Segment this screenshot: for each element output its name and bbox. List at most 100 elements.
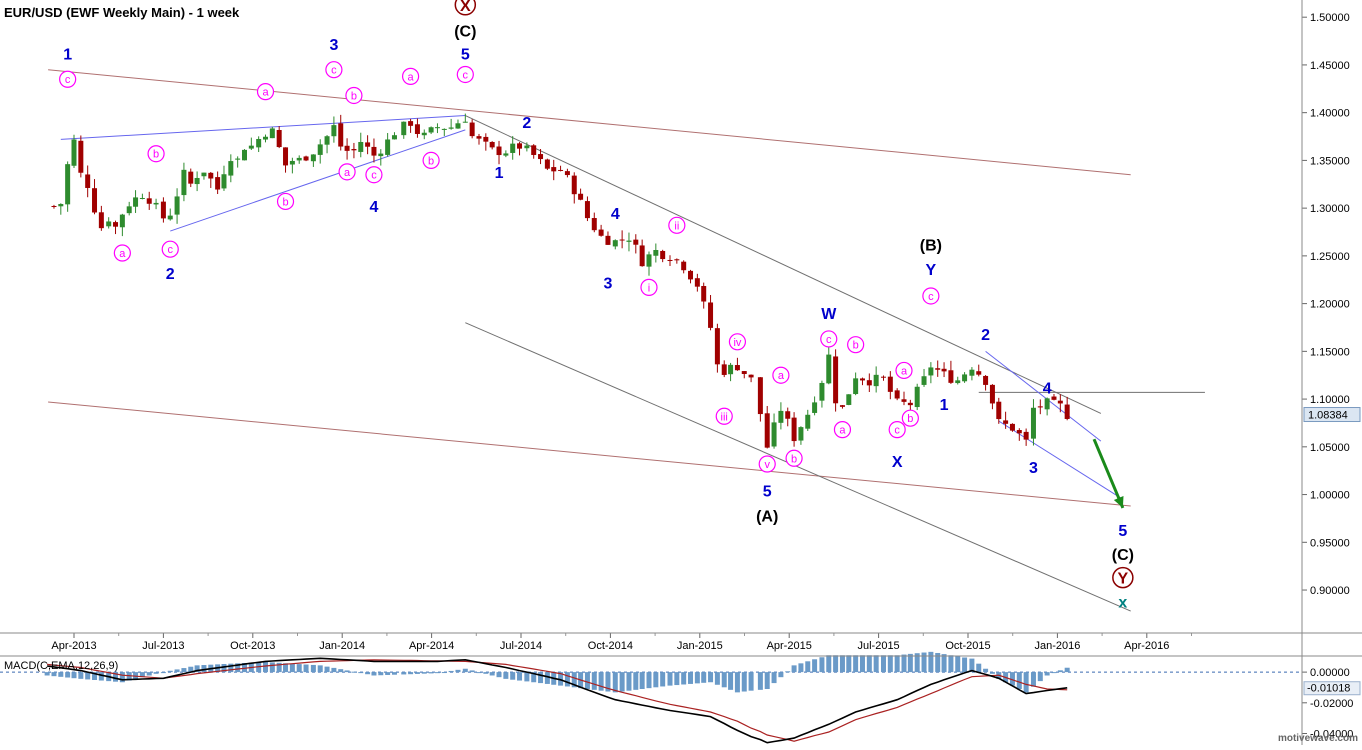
wave-label: a <box>119 248 126 260</box>
price-tick-label: 1.25000 <box>1310 251 1350 263</box>
time-axis[interactable]: Apr-2013 Jul-2013 Oct-2013 Jan-2014 Apr-2014… <box>51 633 1192 652</box>
macd-histogram-bar <box>146 672 152 676</box>
candle-body <box>921 376 927 385</box>
candle-body <box>139 197 145 199</box>
candle-body <box>517 143 523 149</box>
time-tick-label: Jul-2015 <box>857 640 899 652</box>
macd-histogram-bar <box>833 655 839 673</box>
macd-histogram-bar <box>859 655 865 673</box>
candle-body <box>365 142 371 147</box>
candle-body <box>907 402 913 406</box>
macd-histogram-bar <box>873 655 879 673</box>
candle-body <box>188 171 194 184</box>
candle-body <box>351 149 357 151</box>
candle-body <box>428 127 434 133</box>
wave-label-circle <box>847 336 865 354</box>
candle-body <box>894 390 900 399</box>
wave-label: Y <box>926 262 937 279</box>
macd-histogram-bar <box>462 668 468 673</box>
macd-histogram-bar <box>721 672 727 688</box>
macd-histogram-bar <box>633 672 639 690</box>
wave-label: 3 <box>1029 460 1038 477</box>
wave-label-circle <box>401 67 420 85</box>
price-tick-label: 1.15000 <box>1310 346 1350 358</box>
trend-line[interactable] <box>48 401 1131 507</box>
time-tick-label: Jan-2014 <box>319 640 365 652</box>
wave-label: a <box>408 71 415 83</box>
macd-histogram-bar <box>358 672 364 674</box>
candle-body <box>208 172 214 179</box>
wave-label: c <box>65 74 71 86</box>
price-axis[interactable]: 0.90000 0.95000 1.00000 1.05000 1.10000 1.150… <box>1302 12 1361 597</box>
candle-body <box>228 161 234 176</box>
macd-histogram-bar <box>741 672 747 692</box>
candle-body <box>674 259 680 261</box>
trend-line[interactable] <box>465 322 1131 612</box>
wave-label-circle <box>640 278 658 296</box>
macd-histogram-bar <box>639 672 645 689</box>
macd-histogram-bar <box>544 672 550 684</box>
projection-arrow[interactable] <box>1092 438 1125 509</box>
macd-histogram-bar <box>119 672 125 683</box>
wave-label-circle <box>338 163 356 181</box>
wave-label: a <box>344 167 351 179</box>
candle-body <box>469 122 475 137</box>
wave-label-circle <box>161 240 179 258</box>
macd-histogram-bar <box>626 672 632 691</box>
candle-body <box>619 239 625 241</box>
candle-body <box>269 128 275 139</box>
trend-line[interactable] <box>60 115 466 140</box>
wave-label: 4 <box>1043 381 1052 398</box>
macd-histogram-bar <box>276 662 282 673</box>
macd-histogram-bar <box>98 672 104 681</box>
macd-histogram-bar <box>941 654 947 673</box>
macd-histogram-bar <box>221 664 227 673</box>
candle-body <box>989 384 995 404</box>
macd-histogram-bar <box>58 672 64 677</box>
candle-body <box>276 130 282 148</box>
candle-body <box>221 174 227 189</box>
wave-label: 3 <box>604 276 613 293</box>
candle-body <box>598 229 604 236</box>
macd-histogram-bar <box>469 670 475 673</box>
trend-line[interactable] <box>465 115 1102 414</box>
wave-label: a <box>839 425 846 437</box>
macd-histogram-bar <box>434 672 440 674</box>
trend-line[interactable] <box>48 69 1131 176</box>
macd-histogram-bar <box>133 672 139 679</box>
projection-arrow-head <box>1113 495 1124 508</box>
candle-body <box>688 270 694 280</box>
macd-histogram-bar <box>126 672 132 681</box>
candle-body <box>880 376 886 378</box>
macd-panel[interactable]: MACD(C,EMA,12,26,9) <box>0 651 1302 744</box>
macd-histogram-bar <box>421 672 427 674</box>
price-tick-label: 1.05000 <box>1310 442 1350 454</box>
price-tick-label: 1.20000 <box>1310 299 1350 311</box>
macd-histogram-bar <box>571 672 577 688</box>
macd-histogram-bar <box>880 655 886 673</box>
macd-histogram-bar <box>791 665 797 673</box>
candle-body <box>371 146 377 156</box>
macd-histogram-bar <box>764 672 770 689</box>
price-tick-label: 1.00000 <box>1310 490 1350 502</box>
macd-histogram-bar <box>688 672 694 684</box>
wave-label-circle <box>772 366 790 384</box>
macd-histogram-bar <box>564 672 570 687</box>
macd-histogram-bar <box>448 670 454 673</box>
candle-body <box>734 365 740 371</box>
candle-body <box>1023 431 1029 440</box>
macd-histogram-bar <box>701 672 707 683</box>
candle-body <box>764 413 770 448</box>
trend-line[interactable] <box>170 129 466 232</box>
macd-histogram-bar <box>901 654 907 673</box>
trend-line[interactable] <box>985 350 1102 442</box>
macd-histogram-bar <box>524 672 530 682</box>
macd-histogram-bar <box>160 672 166 674</box>
candle-body <box>448 127 454 129</box>
macd-histogram-bar <box>1037 672 1043 682</box>
macd-axis[interactable]: 0.00000 -0.02000 -0.04000 -0.01018 <box>1302 667 1361 740</box>
candle-body <box>591 218 597 231</box>
